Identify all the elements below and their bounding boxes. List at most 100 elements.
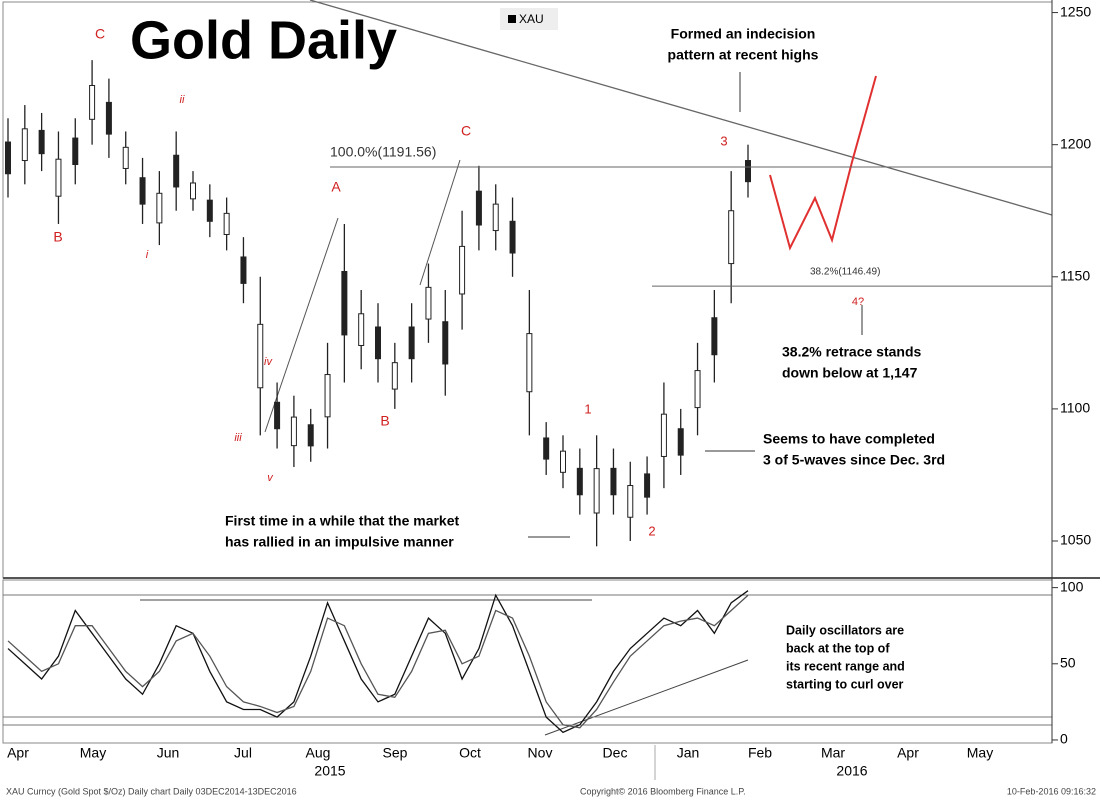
price-body xyxy=(711,317,718,356)
projection xyxy=(769,75,877,251)
price-body xyxy=(341,271,348,336)
price-body xyxy=(745,160,751,183)
oscillator-line xyxy=(7,590,749,734)
wave-label: ii xyxy=(180,94,185,106)
wave-label: 1 xyxy=(584,401,591,416)
price-body xyxy=(72,137,79,165)
wave-label: 3 xyxy=(720,133,727,148)
y-tick-label: 1250 xyxy=(1060,3,1091,19)
x-tick-label: Jul xyxy=(234,745,252,761)
legend-swatch xyxy=(508,15,516,23)
price-body xyxy=(408,326,415,360)
price-body xyxy=(274,401,281,430)
price-body xyxy=(55,158,62,197)
price-body xyxy=(593,468,600,514)
price-body xyxy=(425,286,432,320)
price-body xyxy=(206,199,213,222)
price-body xyxy=(560,450,566,473)
price-body xyxy=(324,374,331,418)
wave-label: iii xyxy=(234,432,242,444)
wave-label: B xyxy=(53,229,62,245)
annotation: First time in a while that the market xyxy=(225,513,460,529)
legend xyxy=(500,8,558,30)
year-label: 2016 xyxy=(836,763,867,779)
price-body xyxy=(677,428,684,456)
x-tick-label: Feb xyxy=(748,745,772,761)
wave-label: 2 xyxy=(648,523,655,538)
price-body xyxy=(290,416,297,447)
wave-label: C xyxy=(95,26,105,42)
price-body xyxy=(307,424,314,447)
price-body xyxy=(660,413,667,457)
annotation: Formed an indecision xyxy=(671,26,816,42)
y-tick-label: 1150 xyxy=(1060,267,1090,283)
price-body xyxy=(38,129,45,155)
y-tick-label: 1200 xyxy=(1060,135,1091,151)
annotation: down below at 1,147 xyxy=(782,365,918,381)
price-body xyxy=(257,323,264,389)
trend-line xyxy=(309,0,1053,216)
price-body xyxy=(492,203,499,232)
x-tick-label: Dec xyxy=(603,745,628,761)
price-body xyxy=(5,141,11,175)
x-tick-label: Apr xyxy=(897,745,919,761)
price-body xyxy=(610,467,617,496)
price-body xyxy=(139,177,146,205)
legend-label: XAU xyxy=(519,12,544,26)
price-body xyxy=(240,256,247,284)
y-tick-label: 1050 xyxy=(1060,532,1091,548)
price-body xyxy=(105,101,112,135)
price-body xyxy=(21,128,28,162)
wave-label: A xyxy=(331,179,341,195)
price-body xyxy=(694,370,701,409)
y-tick-label: 1100 xyxy=(1060,400,1090,416)
annotation: starting to curl over xyxy=(786,677,904,691)
year-label: 2015 xyxy=(314,763,345,779)
price-body xyxy=(442,321,449,365)
oscillator-line xyxy=(7,594,749,729)
price-body xyxy=(173,154,180,188)
y-tick-label: 50 xyxy=(1060,654,1076,670)
y-tick-label: 0 xyxy=(1060,731,1068,747)
price-body xyxy=(89,84,96,120)
annotation: Seems to have completed xyxy=(763,431,935,447)
level-label: 38.2%(1146.49) xyxy=(810,267,880,278)
y-tick-label: 100 xyxy=(1060,578,1084,594)
x-tick-label: Mar xyxy=(821,745,845,761)
x-tick-label: Aug xyxy=(306,745,331,761)
price-body xyxy=(391,362,398,390)
x-tick-label: Jan xyxy=(677,745,700,761)
x-tick-label: Oct xyxy=(459,745,481,761)
x-tick-label: Apr xyxy=(7,745,29,761)
price-body xyxy=(644,473,651,498)
price-body xyxy=(156,192,163,224)
x-tick-label: Jun xyxy=(157,745,180,761)
price-body xyxy=(190,182,196,200)
price-body xyxy=(509,220,516,254)
price-body xyxy=(526,333,533,393)
price-body xyxy=(627,485,634,518)
annotation: its recent range and xyxy=(786,659,905,673)
price-body xyxy=(576,467,583,496)
wave-label: C xyxy=(461,123,471,139)
x-tick-label: Nov xyxy=(528,745,553,761)
annotation: has rallied in an impulsive manner xyxy=(225,534,454,550)
wave-label: B xyxy=(380,413,389,429)
x-tick-label: Sep xyxy=(383,745,408,761)
price-body xyxy=(223,212,230,236)
price-body xyxy=(543,437,550,460)
price-body xyxy=(375,326,381,360)
level-label: 100.0%(1191.56) xyxy=(330,144,436,160)
osc-trend xyxy=(544,659,749,736)
wave-label: 4? xyxy=(852,296,864,308)
annotation: pattern at recent highs xyxy=(668,47,819,63)
price-body xyxy=(475,190,482,226)
chart-title: Gold Daily xyxy=(130,10,397,70)
x-tick-label: May xyxy=(80,745,106,761)
wave-line xyxy=(419,159,461,286)
wave-label: i xyxy=(146,249,149,261)
annotation: 38.2% retrace stands xyxy=(782,344,922,360)
price-body xyxy=(728,210,735,265)
